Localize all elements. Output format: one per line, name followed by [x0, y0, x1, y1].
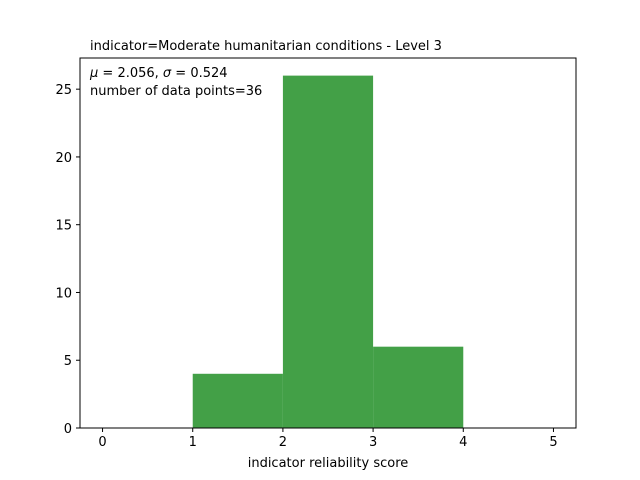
mu-symbol: μ — [89, 66, 98, 81]
x-axis-label: indicator reliability score — [248, 456, 409, 471]
y-tick-label: 5 — [64, 354, 72, 369]
x-axis-ticks: 0 1 2 3 4 5 — [98, 428, 558, 450]
x-tick-label: 4 — [459, 435, 467, 450]
y-axis-ticks: 0 5 10 15 20 25 — [55, 83, 80, 437]
y-tick-label: 10 — [55, 286, 72, 301]
chart-title: indicator=Moderate humanitarian conditio… — [90, 39, 442, 54]
x-tick-label: 3 — [369, 435, 377, 450]
x-tick-label: 0 — [98, 435, 106, 450]
histogram-bar-3 — [373, 346, 464, 428]
histogram-bar-2 — [282, 75, 374, 428]
x-tick-label: 2 — [279, 435, 287, 450]
sigma-value: = 0.524 — [171, 66, 227, 81]
stats-annotation: μ = 2.056, σ = 0.524 — [89, 66, 228, 81]
bars-group — [192, 75, 464, 428]
mu-value: = 2.056, — [98, 66, 163, 81]
x-tick-label: 1 — [189, 435, 197, 450]
y-tick-label: 25 — [55, 83, 72, 98]
x-tick-label: 5 — [549, 435, 557, 450]
y-tick-label: 15 — [55, 219, 72, 234]
sigma-symbol: σ — [163, 66, 172, 81]
histogram-bar-1 — [192, 373, 283, 428]
y-tick-label: 0 — [64, 422, 72, 437]
plot-frame — [79, 57, 577, 429]
y-tick-label: 20 — [55, 151, 72, 166]
count-annotation: number of data points=36 — [90, 84, 262, 99]
